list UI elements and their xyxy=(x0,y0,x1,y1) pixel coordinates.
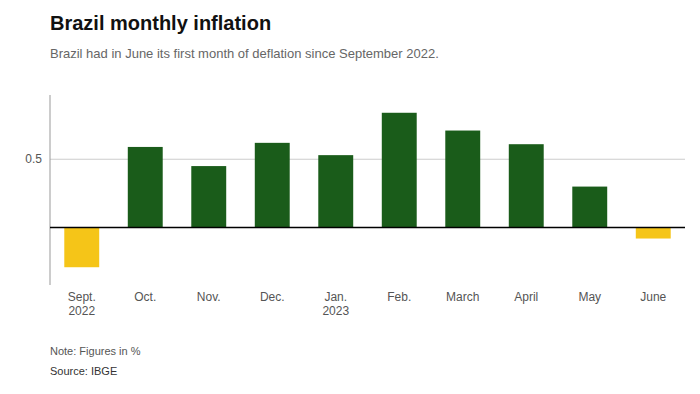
x-tick-line: Jan. xyxy=(324,290,347,304)
x-tick-line: 2023 xyxy=(322,304,349,318)
bar xyxy=(128,147,163,228)
bar xyxy=(572,187,607,228)
zero-line xyxy=(50,227,685,229)
x-tick-line: May xyxy=(578,290,601,304)
x-tick-label: May xyxy=(578,290,601,304)
x-tick-line: Feb. xyxy=(387,290,411,304)
bar xyxy=(318,155,353,227)
chart-container: Brazil monthly inflation Brazil had in Ju… xyxy=(0,0,700,394)
bar xyxy=(445,131,480,228)
x-tick-line: June xyxy=(640,290,666,304)
x-tick-label: June xyxy=(640,290,666,304)
x-tick-label: Oct. xyxy=(134,290,156,304)
x-tick-label: Feb. xyxy=(387,290,411,304)
x-tick-line: Nov. xyxy=(197,290,221,304)
x-tick-label: Sept.2022 xyxy=(68,290,96,318)
x-tick-label: March xyxy=(446,290,479,304)
bar xyxy=(191,166,226,228)
x-tick-line: 2022 xyxy=(68,304,95,318)
x-tick-label: Dec. xyxy=(260,290,285,304)
bars xyxy=(64,113,670,267)
annotation: Source: IBGE xyxy=(50,365,117,377)
bar xyxy=(255,143,290,228)
bar xyxy=(509,144,544,227)
y-tick-label: 0.5 xyxy=(25,152,42,166)
x-tick-label: April xyxy=(514,290,538,304)
x-tick-line: Dec. xyxy=(260,290,285,304)
bar xyxy=(636,228,671,239)
x-tick-line: April xyxy=(514,290,538,304)
x-tick-line: Oct. xyxy=(134,290,156,304)
bar xyxy=(64,228,99,268)
x-tick-line: Sept. xyxy=(68,290,96,304)
y-axis-line xyxy=(50,95,51,285)
x-tick-line: March xyxy=(446,290,479,304)
title: Brazil monthly inflation xyxy=(50,12,271,34)
annotation: Note: Figures in % xyxy=(50,345,141,357)
x-tick-label: Jan.2023 xyxy=(322,290,349,318)
x-tick-label: Nov. xyxy=(197,290,221,304)
subtitle: Brazil had in June its first month of de… xyxy=(50,46,439,61)
chart-svg: Brazil monthly inflation Brazil had in Ju… xyxy=(0,0,700,394)
bar xyxy=(382,113,417,228)
